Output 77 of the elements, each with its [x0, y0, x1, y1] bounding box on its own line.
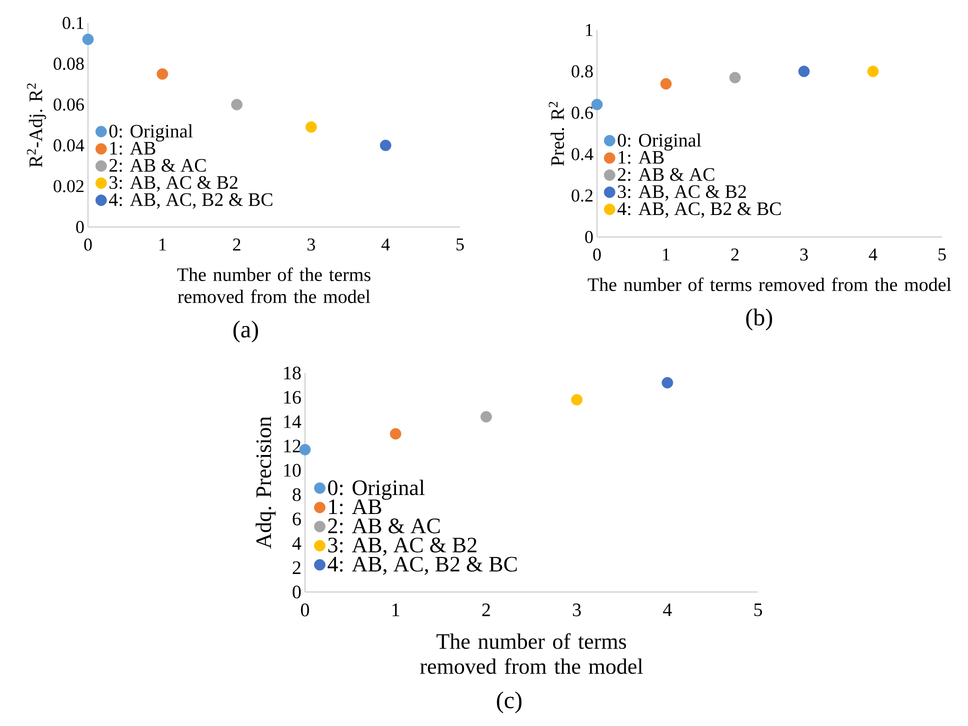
point	[82, 34, 94, 46]
point	[729, 72, 741, 84]
y-tick-label: 0.02	[54, 180, 84, 192]
x-tick-label: 4	[663, 604, 672, 616]
y-tick-label: 0	[76, 220, 84, 234]
point	[662, 377, 674, 388]
y-tick-label: 14	[284, 415, 302, 428]
x-tick-label: 1	[663, 248, 670, 260]
point	[660, 78, 672, 90]
legend-label: 1: AB	[618, 151, 664, 164]
point	[299, 444, 311, 456]
point	[798, 66, 810, 78]
x-tick-label: 5	[754, 604, 762, 616]
x-tick-label: 5	[456, 238, 464, 250]
legend-label: 4: AB, AC, B2 & BC	[328, 556, 517, 575]
legend-label: 0: Original	[109, 124, 193, 142]
point	[591, 98, 603, 110]
y-tick-label: 0.8	[572, 65, 593, 78]
x-axis-title: The number of terms removed from the model	[420, 633, 643, 674]
point	[390, 428, 402, 440]
x-tick-label: 3	[308, 238, 315, 251]
text: (a)	[233, 320, 258, 342]
point	[571, 394, 583, 406]
x-tick-label: 2	[482, 604, 490, 616]
legend-label: 1: AB	[110, 142, 156, 155]
x-tick-label: 4	[381, 238, 390, 250]
legend-label: 3: AB, AC & B2	[328, 538, 476, 556]
text: (b)	[746, 308, 772, 330]
y-tick-label: 6	[292, 512, 301, 526]
point	[867, 66, 879, 78]
y-tick-label: 0.08	[54, 58, 84, 70]
y-tick-label: 0.6	[572, 106, 593, 119]
legend-label: 4: AB, AC, B2 & BC	[617, 202, 781, 218]
x-axis-title: The number of terms removed from the model	[588, 278, 952, 292]
point	[480, 411, 492, 422]
legend-label: 0: Original	[618, 133, 702, 151]
x-tick-label: 0	[84, 238, 92, 251]
legend-label: 0: Original	[328, 480, 425, 500]
y-tick-label: 0.04	[54, 139, 84, 152]
x-tick-label: 1	[392, 604, 400, 616]
text: (c)	[496, 691, 522, 714]
y-tick-label: 4	[292, 537, 302, 550]
y-axis-title: R$^{2}$-Adj. R$^{2}$	[26, 83, 46, 168]
y-tick-label: 16	[284, 390, 301, 404]
y-axis-title: Adq. Precision	[256, 416, 276, 549]
y-tick-label: 0.4	[572, 148, 594, 160]
y-axis-title: Pred. R$^{2}$	[548, 102, 564, 166]
x-tick-label: 3	[800, 248, 808, 261]
y-tick-label: 2	[292, 561, 300, 574]
legend-label: 3: AB, AC & B2	[618, 185, 746, 201]
y-tick-label: 0.1	[62, 16, 84, 30]
y-tick-label: 8	[292, 488, 301, 502]
y-tick-label: 0	[292, 586, 301, 598]
y-tick-label: 0.2	[572, 189, 592, 202]
point	[156, 68, 168, 80]
y-tick-label: 12	[284, 440, 300, 452]
y-tick-label: 18	[284, 366, 301, 380]
x-tick-label: 1	[159, 238, 166, 250]
x-tick-label: 0	[300, 604, 310, 616]
y-tick-label: 1	[586, 24, 592, 36]
x-tick-label: 4	[868, 248, 878, 260]
x-tick-label: 3	[572, 604, 581, 616]
x-tick-label: 2	[233, 238, 240, 250]
legend-label: 1: AB	[329, 499, 382, 514]
x-tick-label: 5	[938, 248, 946, 260]
point	[306, 121, 317, 133]
x-tick-label: 2	[731, 248, 739, 260]
y-tick-label: 0.06	[54, 98, 84, 111]
legend-label: 3: AB, AC & B2	[110, 176, 238, 192]
point	[231, 98, 242, 110]
legend-label: 2: AB & AC	[618, 168, 714, 181]
legend-label: 2: AB & AC	[328, 518, 440, 534]
point	[380, 140, 392, 152]
x-axis-title: The number of the terms removed from the model	[177, 268, 370, 304]
legend-label: 2: AB & AC	[109, 158, 206, 172]
legend-label: 4: AB, AC, B2 & BC	[109, 193, 272, 209]
y-tick-label: 10	[284, 464, 301, 477]
